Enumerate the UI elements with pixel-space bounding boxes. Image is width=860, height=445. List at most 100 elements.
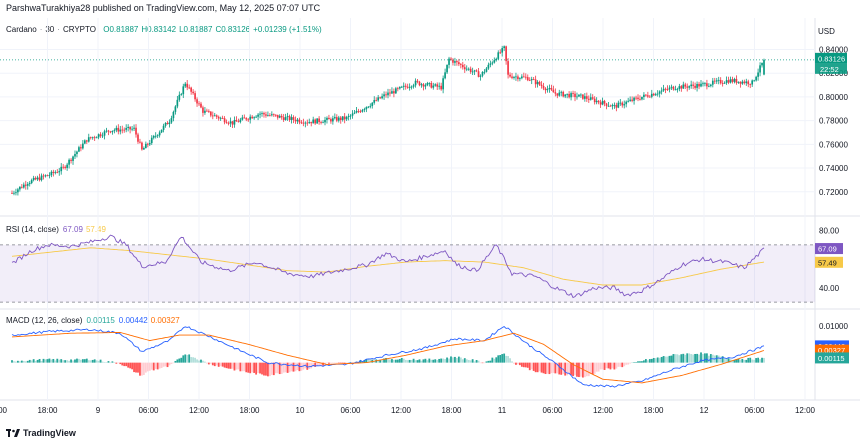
candle-body[interactable] [97, 134, 100, 138]
candle-body[interactable] [751, 80, 754, 85]
candle-body[interactable] [617, 102, 620, 108]
candle-body[interactable] [641, 96, 643, 100]
candle-body[interactable] [627, 100, 630, 102]
candle-body[interactable] [428, 82, 431, 84]
candle-body[interactable] [198, 103, 200, 105]
candle-body[interactable] [50, 171, 53, 176]
candle-body[interactable] [595, 100, 598, 103]
candle-body[interactable] [76, 151, 78, 155]
candle-body[interactable] [320, 122, 322, 123]
candle-body[interactable] [505, 46, 507, 62]
candle-body[interactable] [747, 81, 750, 85]
candle-body[interactable] [184, 83, 187, 87]
candle-body[interactable] [265, 114, 267, 116]
candle-body[interactable] [664, 88, 667, 90]
candle-body[interactable] [133, 127, 135, 129]
candle-body[interactable] [643, 94, 645, 97]
candle-body[interactable] [698, 83, 700, 87]
candle-body[interactable] [715, 80, 718, 82]
candle-body[interactable] [495, 58, 498, 61]
candle-body[interactable] [82, 143, 84, 149]
candle-body[interactable] [727, 80, 730, 83]
candle-body[interactable] [247, 119, 250, 121]
candle-body[interactable] [436, 84, 439, 87]
candle-body[interactable] [178, 94, 181, 100]
candle-body[interactable] [485, 68, 488, 72]
candle-body[interactable] [463, 67, 466, 70]
candle-body[interactable] [200, 103, 202, 108]
candle-body[interactable] [204, 110, 206, 113]
candle-body[interactable] [109, 131, 112, 133]
candle-body[interactable] [115, 127, 118, 131]
candle-body[interactable] [412, 85, 415, 87]
candle-body[interactable] [650, 93, 653, 97]
candle-body[interactable] [300, 122, 303, 124]
candle-body[interactable] [11, 192, 13, 194]
candle-body[interactable] [680, 86, 683, 89]
candle-body[interactable] [452, 59, 454, 63]
candle-body[interactable] [20, 186, 23, 188]
candle-body[interactable] [414, 80, 417, 86]
candle-body[interactable] [493, 60, 496, 63]
candle-body[interactable] [605, 103, 608, 106]
candle-body[interactable] [741, 81, 744, 84]
candle-body[interactable] [519, 78, 521, 80]
candle-body[interactable] [400, 86, 403, 88]
candle-body[interactable] [611, 104, 614, 107]
candle-body[interactable] [418, 81, 421, 86]
candle-body[interactable] [62, 166, 65, 168]
candle-body[interactable] [74, 154, 76, 157]
candle-body[interactable] [101, 135, 104, 137]
candle-body[interactable] [670, 86, 673, 88]
candle-body[interactable] [473, 70, 476, 72]
candle-body[interactable] [465, 68, 468, 70]
candle-body[interactable] [190, 87, 192, 92]
candle-body[interactable] [491, 62, 494, 64]
candle-body[interactable] [365, 107, 368, 110]
candle-body[interactable] [375, 100, 378, 101]
candle-body[interactable] [117, 127, 120, 132]
candle-body[interactable] [458, 62, 460, 65]
candle-body[interactable] [314, 119, 317, 124]
candle-body[interactable] [509, 74, 511, 77]
candle-body[interactable] [131, 128, 133, 130]
candle-body[interactable] [310, 122, 313, 124]
candle-body[interactable] [656, 93, 659, 95]
candle-body[interactable] [589, 97, 592, 100]
candle-body[interactable] [607, 105, 610, 107]
candle-body[interactable] [355, 110, 358, 113]
candle-body[interactable] [381, 96, 383, 99]
candle-body[interactable] [757, 72, 759, 77]
candle-body[interactable] [186, 83, 189, 88]
candle-body[interactable] [422, 84, 425, 87]
candle-body[interactable] [723, 82, 726, 84]
candle-body[interactable] [369, 105, 372, 107]
candle-body[interactable] [483, 71, 486, 73]
candle-body[interactable] [554, 92, 557, 94]
candle-body[interactable] [562, 91, 565, 97]
candle-body[interactable] [337, 117, 340, 121]
candle-body[interactable] [22, 184, 25, 188]
candle-body[interactable] [674, 89, 677, 91]
candle-body[interactable] [349, 115, 352, 117]
candle-body[interactable] [123, 129, 126, 131]
candle-body[interactable] [536, 81, 539, 85]
candle-body[interactable] [249, 116, 252, 120]
candle-body[interactable] [68, 159, 70, 165]
candle-body[interactable] [263, 113, 265, 115]
candle-body[interactable] [111, 130, 114, 133]
candle-body[interactable] [733, 78, 736, 82]
candle-body[interactable] [127, 126, 129, 128]
candle-body[interactable] [172, 111, 175, 119]
candle-body[interactable] [530, 79, 533, 81]
candle-body[interactable] [564, 94, 567, 97]
candle-body[interactable] [548, 87, 551, 90]
candle-body[interactable] [194, 93, 196, 100]
candle-body[interactable] [475, 70, 478, 72]
candle-body[interactable] [503, 46, 505, 49]
candle-body[interactable] [202, 107, 204, 113]
candle-body[interactable] [150, 137, 153, 144]
candle-body[interactable] [404, 85, 407, 87]
candle-body[interactable] [593, 98, 596, 103]
